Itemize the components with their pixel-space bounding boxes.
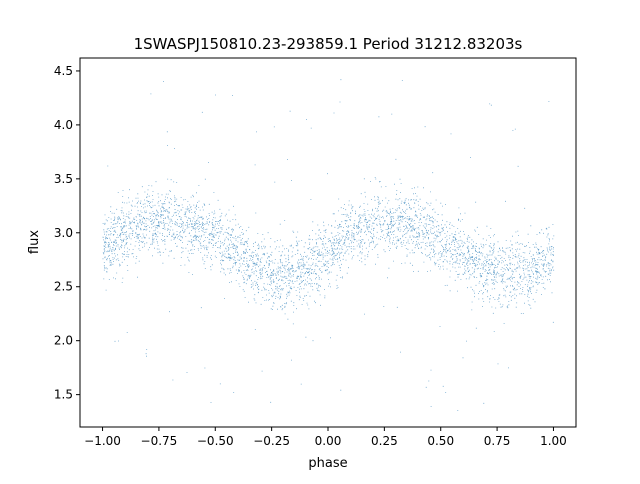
x-tick-label: 0.25 [371,434,398,448]
y-tick-label: 4.5 [54,64,73,78]
x-tick-label: −0.50 [197,434,234,448]
y-tick-label: 4.0 [54,118,73,132]
y-tick-label: 2.0 [54,334,73,348]
y-axis-label: flux [27,230,42,254]
x-tick-label: 0.50 [427,434,454,448]
x-tick-label: −1.00 [84,434,121,448]
x-tick-label: −0.25 [253,434,290,448]
data-points [102,79,555,412]
y-tick-label: 1.5 [54,388,73,402]
scatter-points [102,79,555,412]
x-axis-ticks: −1.00 −0.75 −0.50 −0.25 0.00 0.25 0.50 0.75 1.00 [84,427,567,448]
y-tick-label: 3.0 [54,226,73,240]
y-tick-label: 3.5 [54,172,73,186]
x-tick-label: 0.75 [484,434,511,448]
x-tick-label: 0.00 [315,434,342,448]
chart-title: 1SWASPJ150810.23-293859.1 Period 31212.8… [134,35,523,53]
x-axis-label: phase [308,456,347,471]
x-tick-label: 1.00 [540,434,567,448]
x-tick-label: −0.75 [141,434,178,448]
y-tick-label: 2.5 [54,280,73,294]
y-axis-ticks: 1.5 2.0 2.5 3.0 3.5 4.0 4.5 [54,64,80,402]
